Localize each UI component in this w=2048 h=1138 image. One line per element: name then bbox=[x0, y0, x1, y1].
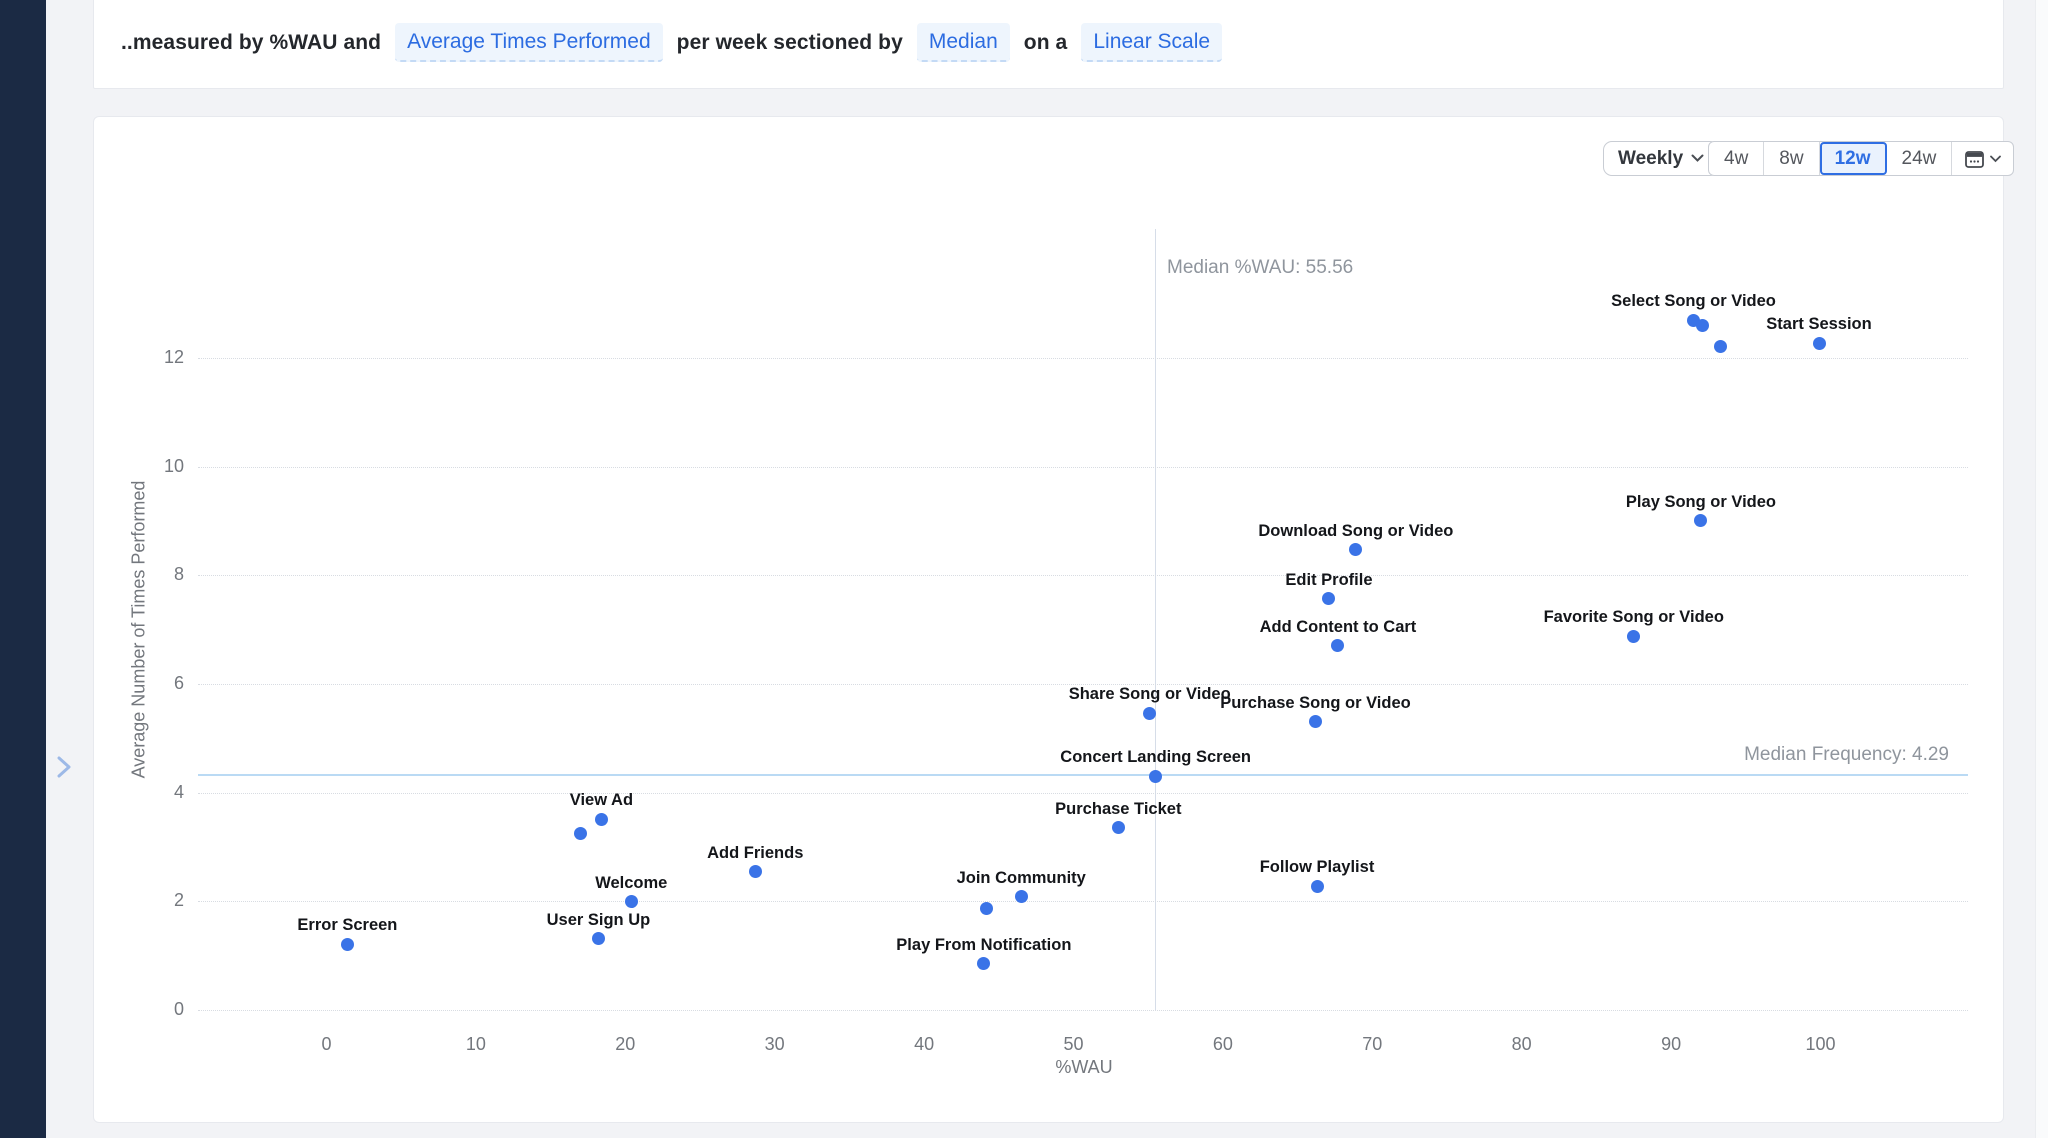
data-point-label: View Ad bbox=[569, 791, 634, 810]
median-frequency-line bbox=[198, 774, 1968, 776]
data-point-download-song-or-video[interactable] bbox=[1349, 543, 1363, 557]
chevron-down-icon bbox=[1691, 154, 1704, 162]
query-text: on a bbox=[1023, 30, 1068, 54]
query-token[interactable]: Median bbox=[916, 23, 1010, 62]
range-button-4w[interactable]: 4w bbox=[1709, 142, 1765, 175]
data-point-label: Select Song or Video bbox=[1611, 292, 1776, 311]
chart-card: Weekly 4w 8w 12w 24w Average Number of Time… bbox=[93, 116, 2015, 1123]
data-point-label: Favorite Song or Video bbox=[1543, 608, 1724, 627]
data-point-add-friends[interactable] bbox=[748, 865, 762, 879]
y-tick-label: 6 bbox=[173, 672, 184, 693]
x-tick-label: 90 bbox=[1661, 1034, 1682, 1054]
y-tick-label: 4 bbox=[173, 781, 184, 802]
query-token[interactable]: Linear Scale bbox=[1081, 23, 1223, 62]
data-point-concert-landing-screen[interactable] bbox=[1149, 769, 1163, 783]
y-tick-label: 12 bbox=[163, 346, 184, 367]
data-point-purchase-song-or-video[interactable] bbox=[1309, 715, 1323, 729]
data-point-label: Add Content to Cart bbox=[1259, 617, 1417, 636]
data-point-label: Add Friends bbox=[707, 843, 804, 862]
x-tick-label: 50 bbox=[1063, 1034, 1084, 1054]
x-tick-label: 100 bbox=[1805, 1034, 1836, 1054]
query-definition-card: ..measured by %WAU and Average Times Perf… bbox=[93, 0, 2004, 89]
median-frequency-label: Median Frequency: 4.29 bbox=[1744, 744, 1949, 765]
data-point-label: User Sign Up bbox=[546, 910, 651, 929]
x-tick-label: 10 bbox=[465, 1034, 486, 1054]
data-point[interactable] bbox=[573, 827, 587, 841]
data-point-label: Error Screen bbox=[297, 916, 398, 935]
range-button-24w[interactable]: 24w bbox=[1887, 142, 1953, 175]
data-point-welcome[interactable] bbox=[624, 895, 638, 909]
y-gridline bbox=[198, 357, 1968, 359]
data-point[interactable] bbox=[1713, 340, 1727, 354]
chevron-down-icon bbox=[1990, 155, 2002, 162]
data-point-edit-profile[interactable] bbox=[1322, 592, 1336, 606]
left-nav-sidebar bbox=[0, 0, 46, 1138]
x-tick-label: 80 bbox=[1511, 1034, 1532, 1054]
calendar-icon bbox=[1965, 150, 1985, 168]
data-point-view-ad[interactable] bbox=[594, 812, 608, 826]
y-tick-label: 8 bbox=[173, 564, 184, 585]
data-point-label: Purchase Song or Video bbox=[1220, 693, 1411, 712]
x-tick-label: 30 bbox=[764, 1034, 785, 1054]
interval-dropdown[interactable]: Weekly bbox=[1603, 141, 1720, 176]
data-point-label: Play Song or Video bbox=[1625, 492, 1777, 511]
y-gridline bbox=[198, 1010, 1968, 1011]
x-axis-title: %WAU bbox=[1055, 1057, 1113, 1077]
data-point-label: Edit Profile bbox=[1285, 570, 1373, 589]
data-point-label: Join Community bbox=[956, 868, 1086, 887]
data-point-join-community[interactable] bbox=[1014, 890, 1028, 904]
y-gridline bbox=[198, 792, 1968, 794]
y-axis-title: Average Number of Times Performed bbox=[128, 480, 149, 779]
page-scrollbar[interactable] bbox=[2035, 0, 2048, 1138]
data-point-label: Play From Notification bbox=[896, 935, 1072, 954]
y-gridline bbox=[198, 575, 1968, 577]
median-wau-line bbox=[1155, 229, 1156, 1010]
data-point-label: Purchase Ticket bbox=[1055, 799, 1182, 818]
range-button-8w[interactable]: 8w bbox=[1764, 142, 1820, 175]
data-point-play-from-notification[interactable] bbox=[977, 957, 991, 971]
custom-date-range-button[interactable] bbox=[1952, 142, 2013, 175]
data-point-add-content-to-cart[interactable] bbox=[1331, 639, 1345, 653]
range-button-12w[interactable]: 12w bbox=[1819, 142, 1887, 175]
data-point-user-sign-up[interactable] bbox=[591, 932, 605, 946]
data-point-label: Start Session bbox=[1766, 315, 1872, 334]
data-point-share-song-or-video[interactable] bbox=[1143, 706, 1157, 720]
x-tick-label: 20 bbox=[615, 1034, 636, 1054]
scatter-plot: Average Number of Times Performed %WAU M… bbox=[94, 117, 2003, 1122]
data-point-label: Download Song or Video bbox=[1258, 521, 1454, 540]
data-point-label: Welcome bbox=[595, 873, 668, 892]
data-point-follow-playlist[interactable] bbox=[1310, 879, 1324, 893]
query-text: ..measured by %WAU and bbox=[121, 30, 382, 54]
median-wau-label: Median %WAU: 55.56 bbox=[1167, 257, 1354, 278]
data-point[interactable] bbox=[980, 902, 994, 916]
x-tick-label: 70 bbox=[1362, 1034, 1383, 1054]
y-gridline bbox=[198, 466, 1968, 468]
data-point-label: Follow Playlist bbox=[1259, 858, 1375, 877]
time-range-segmented-control: 4w 8w 12w 24w bbox=[1708, 141, 2015, 176]
y-tick-label: 0 bbox=[173, 999, 184, 1019]
query-text: per week sectioned by bbox=[676, 30, 903, 54]
x-tick-label: 0 bbox=[321, 1034, 332, 1054]
y-tick-label: 10 bbox=[163, 455, 184, 476]
x-tick-label: 40 bbox=[914, 1034, 935, 1054]
y-tick-label: 2 bbox=[173, 890, 184, 911]
data-point-play-song-or-video[interactable] bbox=[1694, 514, 1708, 528]
query-token[interactable]: Average Times Performed bbox=[395, 23, 663, 62]
y-gridline bbox=[198, 683, 1968, 685]
data-point-favorite-song-or-video[interactable] bbox=[1627, 629, 1641, 643]
data-point[interactable] bbox=[1695, 318, 1709, 332]
query-sentence: ..measured by %WAU and Average Times Perf… bbox=[94, 0, 2003, 88]
interval-dropdown-label: Weekly bbox=[1618, 147, 1684, 169]
chevron-right-icon bbox=[57, 756, 71, 778]
x-tick-label: 60 bbox=[1212, 1034, 1233, 1054]
y-gridline bbox=[198, 901, 1968, 903]
data-point-label: Concert Landing Screen bbox=[1060, 748, 1252, 767]
data-point-purchase-ticket[interactable] bbox=[1111, 821, 1125, 835]
data-point-label: Share Song or Video bbox=[1068, 685, 1231, 704]
data-point-error-screen[interactable] bbox=[340, 937, 354, 951]
expand-panel-button[interactable] bbox=[52, 753, 76, 781]
data-point-start-session[interactable] bbox=[1812, 336, 1826, 350]
